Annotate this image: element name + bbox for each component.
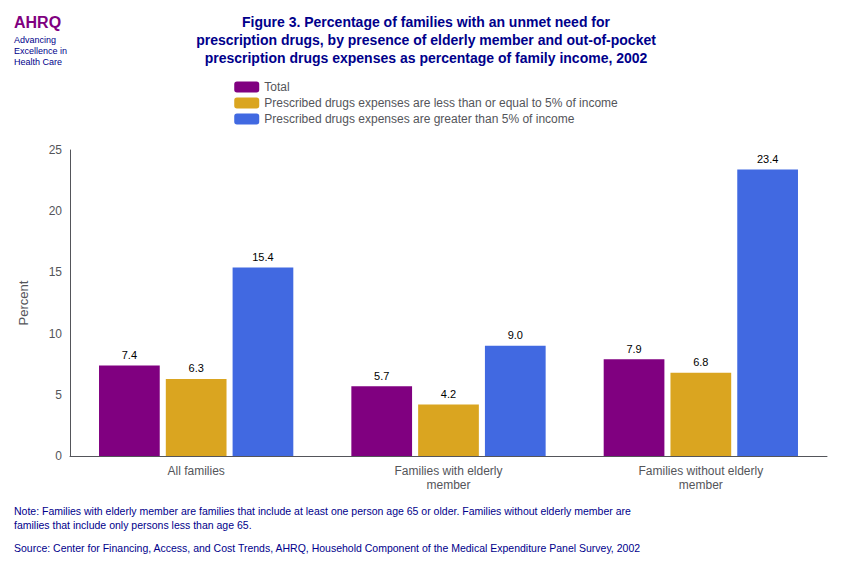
svg-text:Health Care: Health Care: [14, 57, 62, 67]
svg-text:families that include only per: families that include only persons less …: [14, 519, 252, 531]
svg-text:6.3: 6.3: [189, 362, 204, 374]
svg-text:Excellence in: Excellence in: [14, 46, 67, 56]
svg-text:Prescribed drugs expenses are: Prescribed drugs expenses are less than …: [264, 96, 618, 110]
svg-text:Advancing: Advancing: [14, 35, 56, 45]
svg-text:Prescribed drugs expenses are: Prescribed drugs expenses are greater th…: [264, 112, 574, 126]
svg-text:prescription drugs, by presenc: prescription drugs, by presence of elder…: [196, 32, 656, 48]
svg-text:Figure 3. Percentage of famili: Figure 3. Percentage of families with an…: [242, 14, 611, 30]
svg-text:Total: Total: [264, 80, 289, 94]
svg-text:6.8: 6.8: [693, 356, 708, 368]
svg-text:All families: All families: [167, 464, 224, 478]
svg-text:25: 25: [49, 143, 63, 157]
svg-text:10: 10: [49, 327, 63, 341]
svg-text:7.9: 7.9: [626, 343, 641, 355]
svg-text:prescription drugs expenses as: prescription drugs expenses as percentag…: [205, 50, 648, 66]
svg-text:5: 5: [55, 388, 62, 402]
svg-text:23.4: 23.4: [757, 153, 778, 165]
svg-text:9.0: 9.0: [508, 329, 523, 341]
svg-text:member: member: [679, 478, 723, 492]
svg-text:AHRQ: AHRQ: [14, 14, 61, 31]
svg-text:15.4: 15.4: [252, 251, 273, 263]
svg-text:Families without elderly: Families without elderly: [638, 464, 763, 478]
svg-text:7.4: 7.4: [122, 349, 137, 361]
svg-text:5.7: 5.7: [374, 370, 389, 382]
svg-text:Families with elderly: Families with elderly: [394, 464, 502, 478]
svg-text:Percent: Percent: [16, 280, 31, 325]
svg-text:Source: Center for Financing,: Source: Center for Financing, Access, an…: [14, 542, 640, 554]
svg-text:0: 0: [55, 449, 62, 463]
svg-text:15: 15: [49, 265, 63, 279]
svg-text:4.2: 4.2: [441, 388, 456, 400]
svg-text:20: 20: [49, 204, 63, 218]
svg-text:Note: Families with elderly me: Note: Families with elderly member are f…: [14, 505, 631, 517]
svg-text:member: member: [426, 478, 470, 492]
